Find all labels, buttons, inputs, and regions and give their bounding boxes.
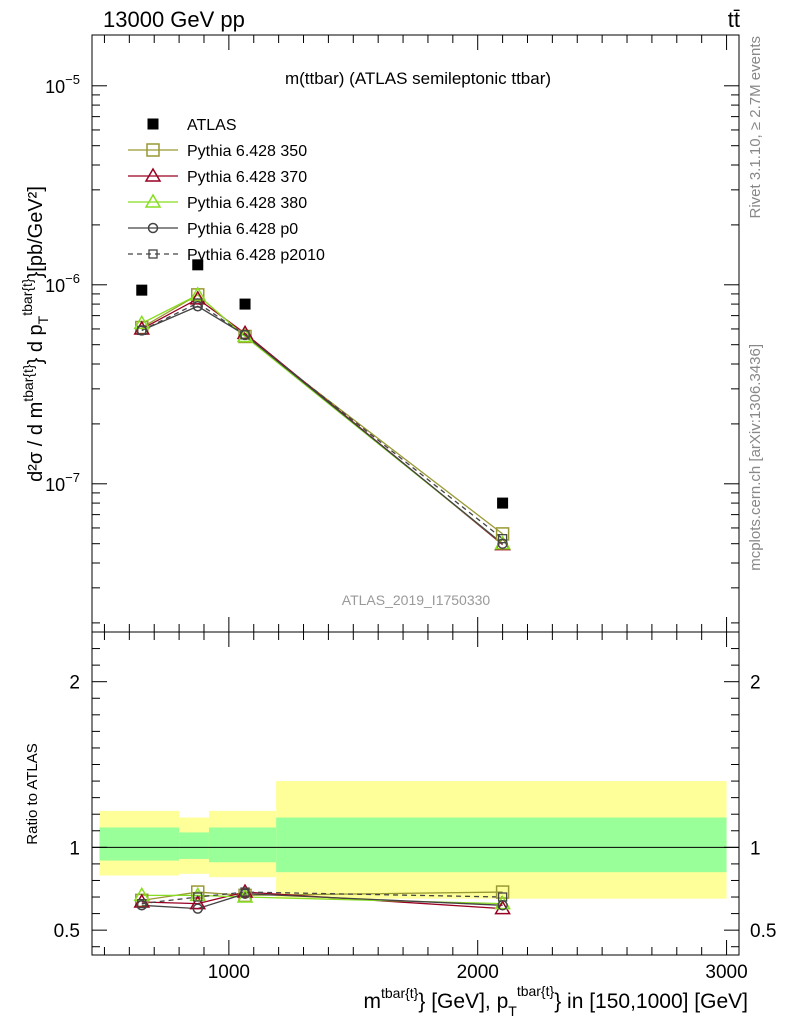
ratio-y-tick-label-right: 2 [750,673,761,694]
ratio-series-line-0 [141,891,503,901]
data-point-s0 [136,284,148,296]
ratio-plot-panel: 0.5 0.5 1 1 2 2 1000 2000 3000 [54,631,776,983]
ratio-y-tick-label-right: 0.5 [750,921,776,942]
legend-label: Pythia 6.428 350 [187,143,307,160]
main-y-axis-label: d²σ / d mtbar{t}} d pTtbar{t}}[pb/GeV²] [19,186,51,482]
legend-label: Pythia 6.428 p0 [187,221,298,238]
uncertainty-band-inner [99,827,180,861]
legend-marker [146,143,160,157]
data-point-s3 [133,314,151,330]
ratio-point-s4 [193,892,203,902]
data-point-s3 [189,286,207,301]
ratio-point-s4 [497,892,508,902]
legend-label: Pythia 6.428 370 [187,169,307,186]
main-y-tick-label: 10−6 [45,271,80,296]
data-point-s4 [497,538,508,549]
data-point-s0 [497,497,509,509]
series-line-5 [141,302,503,540]
ratio-point-s4 [240,887,250,897]
process-label: tt̄ [728,7,740,32]
mcplots-label: mcplots.cern.ch [arXiv:1306.3436] [747,344,764,571]
ratio-y-tick-label-left: 1 [69,838,80,859]
ratio-point-s1 [189,895,207,910]
data-point-s0 [239,298,251,310]
ratio-plot-frame [91,631,740,956]
rivet-label: Rivet 3.1.10, ≥ 2.7M events [747,36,764,219]
legend: ATLAS Pythia 6.428 350 Pythia 6.428 370 Pyt… [128,117,325,264]
x-tick-label: 2000 [457,962,499,983]
ratio-y-tick-label-left: 2 [69,673,80,694]
series-line-3 [141,294,504,545]
x-axis-label: mtbar{t}} [GeV], pTtbar{t}} in [150,1000… [363,983,748,1019]
legend-label: ATLAS [187,117,237,134]
main-plot-panel: m(ttbar) (ATLAS semileptonic ttbar) ATLA… [45,34,740,633]
main-y-tick-label: 10−7 [45,470,80,495]
ratio-point-s3 [192,903,204,914]
ratio-y-tick-label-right: 1 [750,838,761,859]
ratio-series-line-2 [141,894,503,905]
uncertainty-band-inner [276,817,727,873]
data-point-s0 [192,259,204,271]
series-line-1 [141,294,503,535]
ratio-y-tick-label-left: 0.5 [54,921,80,942]
main-y-tick-label: 10−5 [45,72,80,97]
legend-label: Pythia 6.428 380 [187,195,307,212]
legend-marker [144,193,162,208]
uncertainty-band-inner [208,827,277,863]
series-line-2 [141,298,504,546]
data-point-s5 [137,325,147,336]
plot-title: m(ttbar) (ATLAS semileptonic ttbar) [285,69,551,88]
legend-marker [147,118,159,130]
energy-label: 13000 GeV pp [103,7,245,32]
legend-marker [147,222,159,234]
legend-marker [148,249,158,259]
data-point-s5 [240,330,250,340]
ratio-series-line-3 [141,893,503,910]
ratio-point-s4 [137,899,147,909]
data-point-s5 [193,298,203,308]
ratio-series-line-4 [141,891,503,905]
data-point-s5 [497,534,508,544]
x-tick-label: 1000 [208,962,250,983]
data-point-s2 [189,290,207,305]
uncertainty-band-inner [179,832,209,859]
series-line-4 [141,305,504,545]
ratio-y-axis-label: Ratio to ATLAS [24,743,41,844]
legend-label: Pythia 6.428 p2010 [187,247,325,264]
x-tick-label: 3000 [705,962,747,983]
legend-marker [144,167,162,182]
watermark: ATLAS_2019_I1750330 [342,592,491,608]
